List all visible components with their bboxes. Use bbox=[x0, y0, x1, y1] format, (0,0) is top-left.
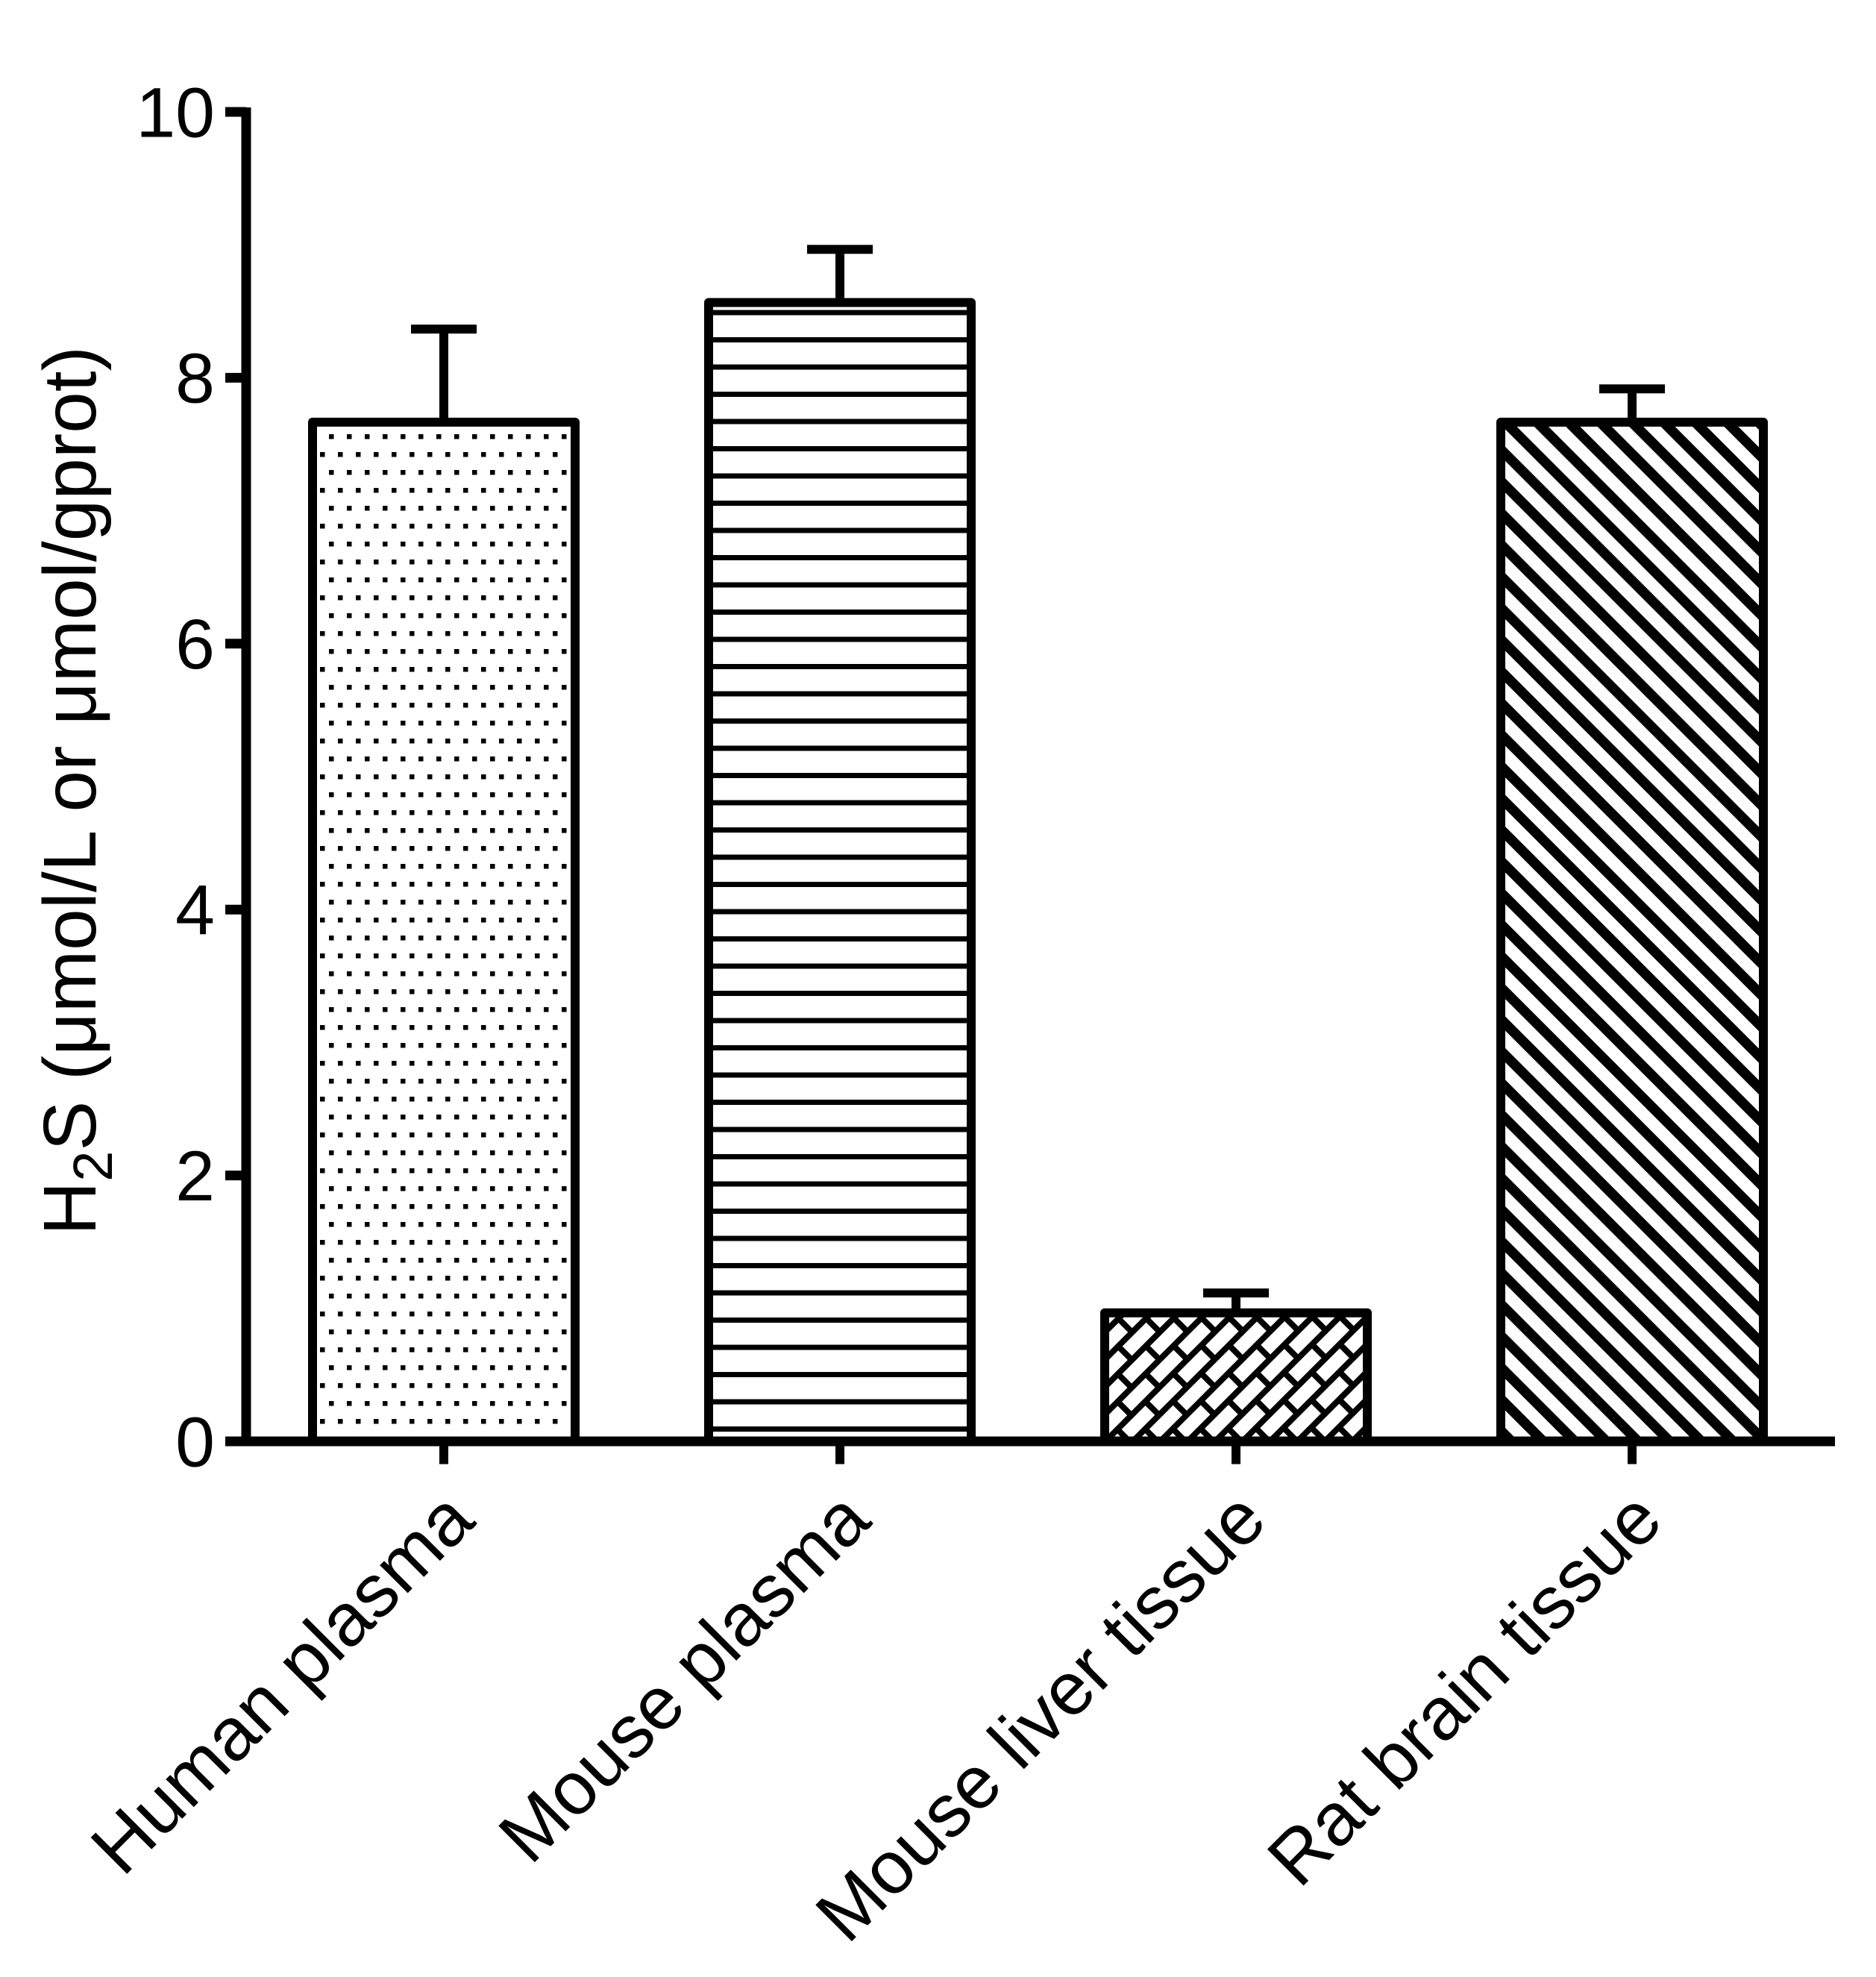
bar-1 bbox=[308, 417, 580, 1446]
y-ticks-group: 0 2 4 6 8 10 bbox=[136, 73, 246, 1482]
y-tick-label: 0 bbox=[175, 1403, 215, 1482]
error-bars-group bbox=[411, 245, 1665, 1312]
y-tick-label: 8 bbox=[175, 339, 215, 419]
y-tick-label: 4 bbox=[175, 871, 215, 950]
y-axis-title-prefix: H bbox=[28, 1182, 112, 1235]
y-tick-label: 2 bbox=[175, 1137, 215, 1216]
y-axis-title: H2S (μmol/L or μmol/gprot) bbox=[28, 346, 124, 1235]
bar-2 bbox=[704, 298, 976, 1447]
bar-4 bbox=[1496, 417, 1768, 1446]
bars-group bbox=[308, 298, 1768, 1447]
y-tick-label: 6 bbox=[175, 605, 215, 684]
bar-3 bbox=[1100, 1308, 1372, 1447]
y-axis-title-subscript: 2 bbox=[62, 1151, 124, 1182]
y-axis-title-suffix: S (μmol/L or μmol/gprot) bbox=[28, 346, 112, 1150]
x-ticks-group bbox=[439, 1441, 1637, 1464]
axes-group bbox=[241, 107, 1835, 1447]
y-tick-label: 10 bbox=[136, 73, 215, 152]
